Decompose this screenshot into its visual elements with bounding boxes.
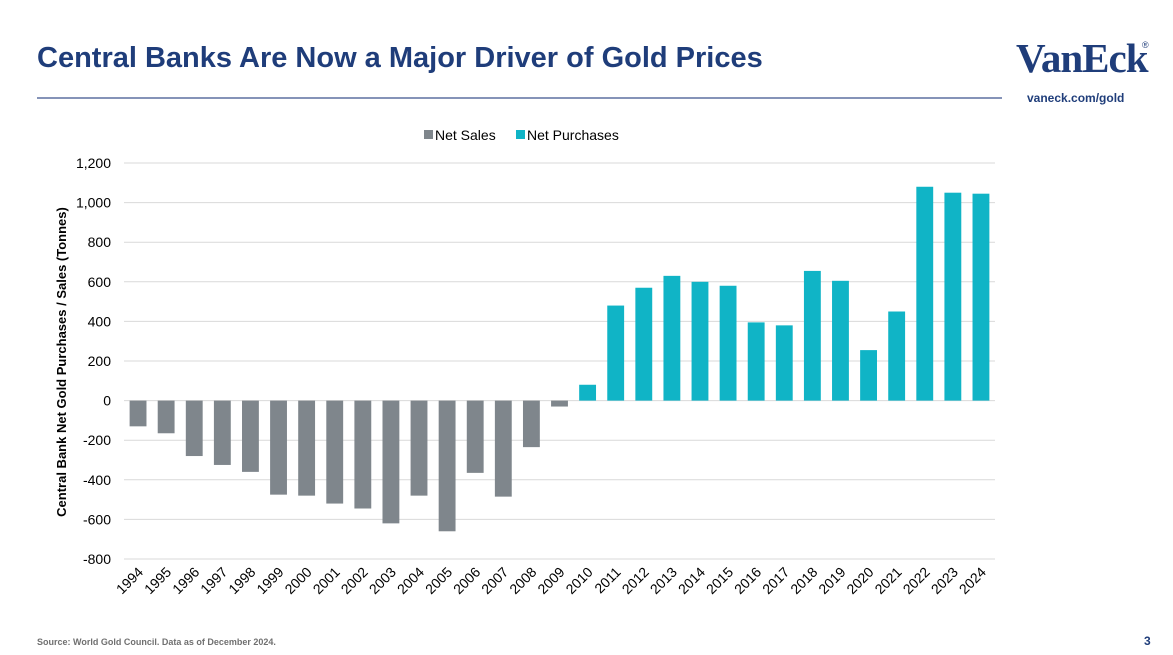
y-tick-label: -200 <box>83 432 111 448</box>
x-tick-label: 1995 <box>141 564 174 597</box>
legend-net-purchases: Net Purchases <box>516 127 619 143</box>
bar-net-sales <box>185 400 203 457</box>
x-tick-label: 2019 <box>815 564 848 597</box>
bar-net-purchases <box>916 186 934 401</box>
y-tick-label: 200 <box>88 353 112 369</box>
x-tick-label: 2001 <box>310 564 343 597</box>
bar-net-sales <box>129 400 147 427</box>
x-tick-label: 2002 <box>338 564 371 597</box>
x-tick-label: 2005 <box>422 564 455 597</box>
bar-net-purchases <box>607 305 625 401</box>
bar-net-sales <box>298 400 316 496</box>
vaneck-logo: VanEck <box>1016 35 1148 81</box>
x-tick-label: 2006 <box>450 564 483 597</box>
bar-net-purchases <box>635 287 653 401</box>
bar-net-purchases <box>775 325 793 401</box>
bar-net-purchases <box>803 270 821 401</box>
bar-net-purchases <box>579 384 597 401</box>
bar-net-sales <box>438 400 456 532</box>
bar-net-sales <box>551 400 568 407</box>
y-tick-label: 400 <box>88 313 112 329</box>
bar-net-sales <box>326 400 344 504</box>
source-note: Source: World Gold Council. Data as of D… <box>37 637 276 647</box>
page-number: 3 <box>1144 634 1151 648</box>
title-divider <box>37 97 1002 99</box>
x-tick-label: 2020 <box>843 564 876 597</box>
x-tick-label: 2022 <box>900 564 933 597</box>
x-tick-label: 2007 <box>478 564 511 597</box>
y-tick-label: 1,200 <box>76 155 111 171</box>
x-tick-label: 2008 <box>506 564 539 597</box>
registered-mark: ® <box>1142 40 1149 50</box>
bar-net-sales <box>213 400 231 465</box>
y-axis-label: Central Bank Net Gold Purchases / Sales … <box>54 207 69 517</box>
bar-net-purchases <box>747 322 765 401</box>
bar-net-purchases <box>860 350 877 401</box>
y-tick-label: 1,000 <box>76 195 111 211</box>
gridlines <box>124 162 995 560</box>
bar-net-sales <box>466 400 484 473</box>
legend-swatch <box>516 130 525 139</box>
x-tick-label: 1997 <box>197 564 230 597</box>
bar-net-purchases <box>944 192 962 401</box>
y-tick-label: -800 <box>83 551 111 567</box>
site-url-link[interactable]: vaneck.com/gold <box>1027 91 1125 105</box>
x-tick-label: 2014 <box>675 564 708 597</box>
x-tick-label: 1998 <box>225 564 258 597</box>
bar-net-purchases <box>972 193 990 401</box>
bar-net-sales <box>522 400 540 448</box>
page-title: Central Banks Are Now a Major Driver of … <box>37 42 763 74</box>
bars <box>129 186 990 532</box>
bar-net-sales <box>382 400 400 524</box>
bar-net-sales <box>410 400 428 496</box>
x-tick-label: 2000 <box>281 564 314 597</box>
y-tick-labels: 1,200 1,000 800 600 400 200 0 -200 -400 -600 -800 <box>76 155 111 567</box>
x-tick-label: 2012 <box>619 564 652 597</box>
x-tick-label: 2017 <box>759 564 792 597</box>
bar-net-purchases <box>663 275 681 401</box>
legend: Net Sales Net Purchases <box>424 127 619 143</box>
bar-net-purchases <box>719 285 737 401</box>
x-tick-label: 2021 <box>871 564 904 597</box>
bar-net-sales <box>157 400 175 434</box>
x-tick-label: 2016 <box>731 564 764 597</box>
x-tick-label: 1994 <box>113 564 146 597</box>
y-tick-label: 600 <box>88 274 112 290</box>
legend-label: Net Purchases <box>527 127 619 143</box>
bar-net-purchases <box>888 311 906 401</box>
x-tick-label: 2004 <box>394 564 427 597</box>
bar-net-sales <box>494 400 512 497</box>
legend-label: Net Sales <box>435 127 496 143</box>
y-tick-label: -400 <box>83 472 111 488</box>
x-tick-label: 2011 <box>591 564 624 597</box>
x-tick-label: 2018 <box>787 564 820 597</box>
x-tick-label: 2013 <box>647 564 680 597</box>
bar-net-sales <box>270 400 287 495</box>
bar-net-purchases <box>691 281 709 401</box>
legend-swatch <box>424 130 433 139</box>
legend-net-sales: Net Sales <box>424 127 496 143</box>
x-tick-label: 2010 <box>562 564 595 597</box>
x-tick-labels: 1994199519961997199819992000200120022003… <box>113 564 989 597</box>
y-tick-label: -600 <box>83 511 111 527</box>
y-tick-label: 0 <box>103 393 111 409</box>
bar-net-sales <box>354 400 372 509</box>
x-tick-label: 1996 <box>169 564 202 597</box>
x-tick-label: 2023 <box>928 564 961 597</box>
x-tick-label: 2015 <box>703 564 736 597</box>
x-tick-label: 1999 <box>253 564 286 597</box>
bar-net-purchases <box>832 280 849 401</box>
y-tick-label: 800 <box>88 234 112 250</box>
bar-net-sales <box>242 400 259 472</box>
x-tick-label: 2003 <box>366 564 399 597</box>
x-tick-label: 2009 <box>534 564 567 597</box>
x-tick-label: 2024 <box>956 564 989 597</box>
